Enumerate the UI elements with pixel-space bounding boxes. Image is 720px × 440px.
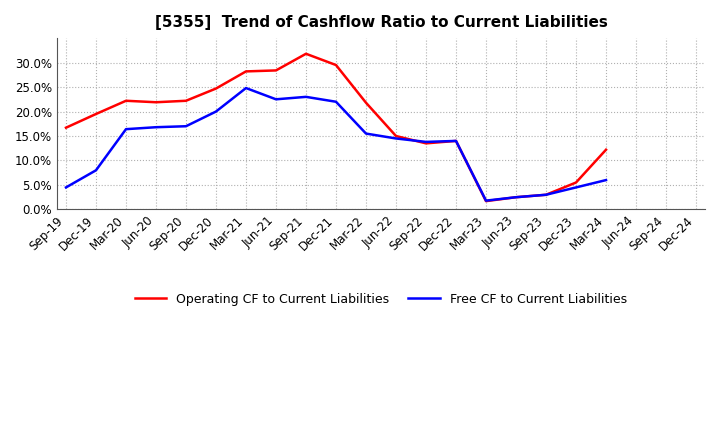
Operating CF to Current Liabilities bbox=[181, 98, 190, 103]
Line: Free CF to Current Liabilities: Free CF to Current Liabilities bbox=[66, 88, 606, 201]
Free CF to Current Liabilities bbox=[271, 97, 280, 102]
Free CF to Current Liabilities bbox=[91, 168, 100, 173]
Free CF to Current Liabilities bbox=[482, 198, 490, 203]
Operating CF to Current Liabilities bbox=[602, 147, 611, 152]
Free CF to Current Liabilities bbox=[422, 139, 431, 144]
Operating CF to Current Liabilities bbox=[271, 68, 280, 73]
Operating CF to Current Liabilities bbox=[122, 98, 130, 103]
Operating CF to Current Liabilities bbox=[541, 192, 550, 198]
Free CF to Current Liabilities bbox=[451, 138, 460, 143]
Free CF to Current Liabilities bbox=[152, 125, 161, 130]
Free CF to Current Liabilities bbox=[332, 99, 341, 104]
Free CF to Current Liabilities bbox=[122, 127, 130, 132]
Free CF to Current Liabilities bbox=[302, 94, 310, 99]
Free CF to Current Liabilities bbox=[541, 192, 550, 198]
Free CF to Current Liabilities bbox=[392, 136, 400, 141]
Operating CF to Current Liabilities bbox=[392, 133, 400, 139]
Free CF to Current Liabilities bbox=[181, 124, 190, 129]
Operating CF to Current Liabilities bbox=[91, 111, 100, 117]
Operating CF to Current Liabilities bbox=[212, 86, 220, 91]
Operating CF to Current Liabilities bbox=[361, 100, 370, 105]
Operating CF to Current Liabilities bbox=[242, 69, 251, 74]
Operating CF to Current Liabilities bbox=[512, 194, 521, 200]
Operating CF to Current Liabilities bbox=[62, 125, 71, 130]
Free CF to Current Liabilities bbox=[572, 185, 580, 190]
Free CF to Current Liabilities bbox=[62, 185, 71, 190]
Operating CF to Current Liabilities bbox=[302, 51, 310, 56]
Operating CF to Current Liabilities bbox=[482, 198, 490, 204]
Free CF to Current Liabilities bbox=[242, 85, 251, 91]
Operating CF to Current Liabilities bbox=[451, 138, 460, 143]
Free CF to Current Liabilities bbox=[212, 109, 220, 114]
Operating CF to Current Liabilities bbox=[332, 62, 341, 68]
Legend: Operating CF to Current Liabilities, Free CF to Current Liabilities: Operating CF to Current Liabilities, Fre… bbox=[130, 288, 631, 311]
Operating CF to Current Liabilities bbox=[152, 99, 161, 105]
Line: Operating CF to Current Liabilities: Operating CF to Current Liabilities bbox=[66, 54, 606, 201]
Free CF to Current Liabilities bbox=[361, 131, 370, 136]
Operating CF to Current Liabilities bbox=[572, 180, 580, 185]
Operating CF to Current Liabilities bbox=[422, 141, 431, 146]
Free CF to Current Liabilities bbox=[602, 177, 611, 183]
Title: [5355]  Trend of Cashflow Ratio to Current Liabilities: [5355] Trend of Cashflow Ratio to Curren… bbox=[155, 15, 608, 30]
Free CF to Current Liabilities bbox=[512, 194, 521, 200]
